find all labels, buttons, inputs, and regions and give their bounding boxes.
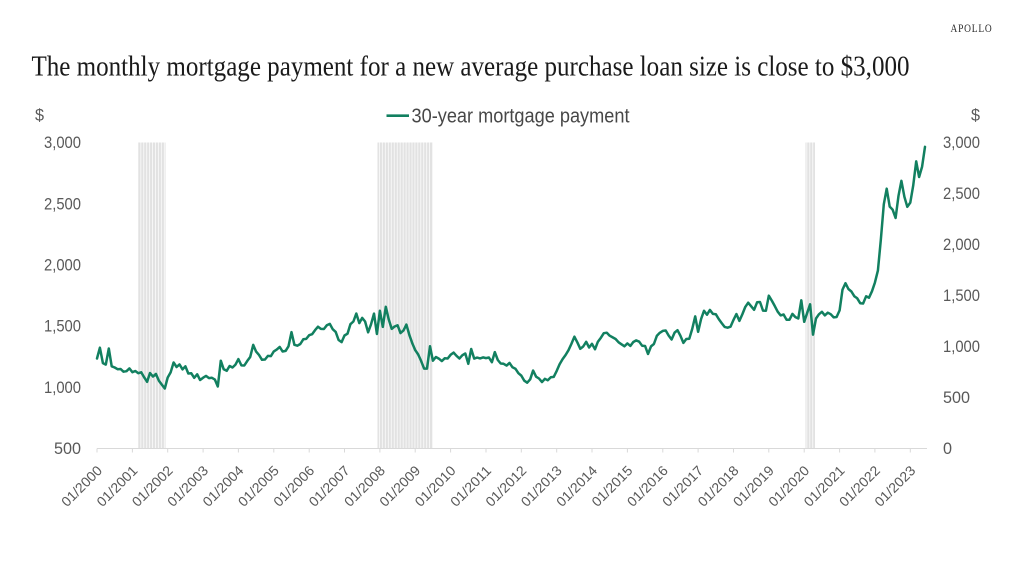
svg-text:1,500: 1,500 — [44, 318, 81, 336]
svg-text:30-year mortgage payment: 30-year mortgage payment — [412, 104, 630, 127]
svg-text:2,500: 2,500 — [943, 185, 980, 203]
svg-text:500: 500 — [943, 389, 970, 407]
svg-text:The monthly mortgage payment f: The monthly mortgage payment for a new a… — [32, 52, 910, 83]
svg-text:2,000: 2,000 — [44, 257, 81, 275]
svg-text:2,500: 2,500 — [44, 195, 81, 213]
svg-text:2,000: 2,000 — [943, 236, 980, 254]
svg-text:1,000: 1,000 — [943, 338, 980, 356]
svg-text:APOLLO: APOLLO — [951, 21, 993, 35]
svg-text:3,000: 3,000 — [943, 134, 980, 152]
svg-text:500: 500 — [54, 440, 81, 458]
svg-text:1,000: 1,000 — [44, 379, 81, 397]
svg-text:$: $ — [35, 107, 44, 125]
svg-text:1,500: 1,500 — [943, 287, 980, 305]
svg-text:$: $ — [971, 107, 980, 125]
svg-text:3,000: 3,000 — [44, 134, 81, 152]
svg-text:0: 0 — [943, 440, 952, 458]
